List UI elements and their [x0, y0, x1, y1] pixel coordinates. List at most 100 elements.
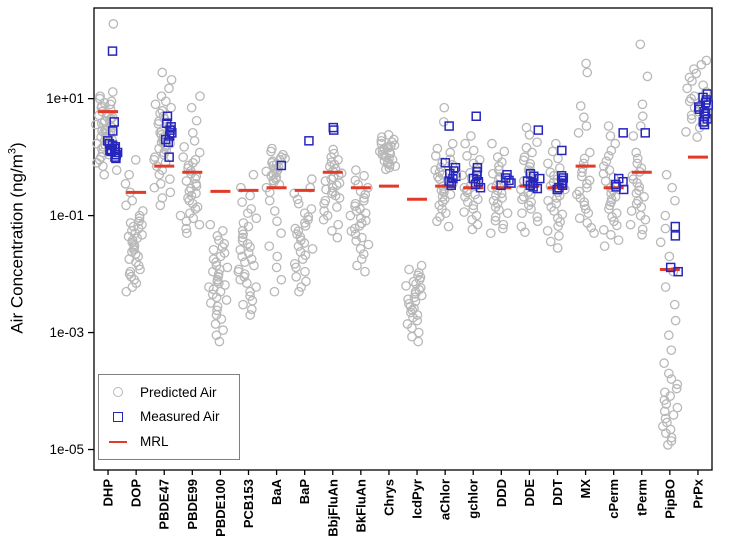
measured-square-icon [113, 411, 123, 422]
predicted-point [355, 213, 366, 224]
x-tick-label: cPerm [606, 479, 621, 519]
predicted-point [294, 286, 304, 297]
predicted-point [351, 165, 361, 175]
predicted-point [350, 201, 360, 212]
measured-point [108, 126, 118, 136]
predicted-point [293, 241, 304, 252]
predicted-point [412, 315, 423, 326]
predicted-point [517, 194, 527, 205]
predicted-point [212, 305, 222, 316]
predicted-point [524, 130, 535, 140]
predicted-point [245, 242, 255, 252]
predicted-point [218, 325, 228, 335]
predicted-point [670, 315, 681, 326]
predicted-point [240, 257, 250, 268]
predicted-point [520, 227, 530, 238]
predicted-point [333, 219, 344, 230]
predicted-point [351, 206, 362, 216]
predicted-point [329, 159, 340, 170]
predicted-point [655, 237, 666, 248]
predicted-point [160, 96, 171, 107]
predicted-point [664, 368, 674, 379]
predicted-point [126, 271, 137, 282]
predicted-point [90, 119, 101, 130]
predicted-point [155, 200, 166, 211]
predicted-point [157, 67, 168, 78]
predicted-point [526, 197, 536, 207]
predicted-point [574, 186, 585, 197]
predicted-point [276, 228, 286, 239]
predicted-point [696, 59, 707, 70]
predicted-point [447, 159, 458, 170]
predicted-point [498, 223, 508, 234]
predicted-point [318, 214, 329, 225]
predicted-point [584, 147, 595, 158]
predicted-point [413, 327, 424, 338]
predicted-point [242, 208, 253, 219]
predicted-point [390, 161, 401, 172]
x-tick-label: BaP [297, 479, 312, 505]
predicted-point [605, 131, 616, 141]
predicted-point [297, 254, 308, 265]
legend-item-measured-air: Measured Air [107, 409, 231, 424]
measured-point [162, 111, 173, 122]
predicted-point [327, 225, 337, 236]
measured-point [160, 134, 171, 145]
predicted-point [470, 189, 480, 200]
predicted-point [205, 219, 216, 230]
predicted-point [432, 216, 442, 227]
x-tick-label: Chrys [381, 479, 396, 516]
predicted-point [671, 383, 682, 394]
measured-point [699, 119, 710, 130]
predicted-point [154, 169, 165, 180]
predicted-point [245, 310, 256, 320]
predicted-point [300, 220, 311, 231]
predicted-point [388, 134, 399, 145]
predicted-point [251, 213, 262, 224]
predicted-point [128, 221, 139, 232]
predicted-point [204, 282, 214, 292]
predicted-point [195, 91, 205, 102]
legend-label: Measured Air [140, 409, 220, 425]
mrl-line-icon [109, 440, 127, 443]
predicted-point [663, 440, 673, 450]
predicted-point [554, 163, 565, 173]
measured-point [554, 182, 564, 193]
predicted-point [686, 114, 697, 124]
x-tick-label: PipBO [662, 479, 677, 519]
predicted-point [416, 290, 427, 301]
predicted-point [660, 282, 671, 292]
x-tick-label: PrPx [690, 478, 705, 508]
predicted-point [457, 170, 468, 181]
measured-point [618, 184, 629, 195]
predicted-point [186, 102, 197, 113]
predicted-point [124, 169, 134, 180]
predicted-point [134, 213, 145, 224]
predicted-point [579, 112, 589, 123]
x-tick-label: tPerm [634, 479, 649, 516]
predicted-point [245, 190, 255, 201]
predicted-point [214, 264, 225, 275]
predicted-point [157, 193, 168, 203]
predicted-point [208, 244, 219, 255]
predicted-point [532, 212, 543, 222]
measured-point [670, 221, 681, 232]
measured-point [446, 180, 456, 191]
measured-point [304, 136, 314, 146]
predicted-point [214, 336, 225, 347]
predicted-point [241, 278, 252, 288]
predicted-point [604, 204, 614, 214]
predicted-point [245, 291, 255, 301]
predicted-point [211, 292, 222, 303]
predicted-point [462, 151, 472, 161]
predicted-point [190, 154, 201, 165]
predicted-point [248, 169, 259, 180]
legend-swatch [107, 411, 129, 422]
predicted-point [307, 244, 318, 254]
predicted-point [659, 358, 669, 368]
predicted-point [660, 223, 671, 234]
predicted-point [532, 216, 543, 227]
predicted-point [306, 174, 317, 185]
predicted-point [124, 269, 135, 279]
predicted-point [430, 151, 441, 161]
